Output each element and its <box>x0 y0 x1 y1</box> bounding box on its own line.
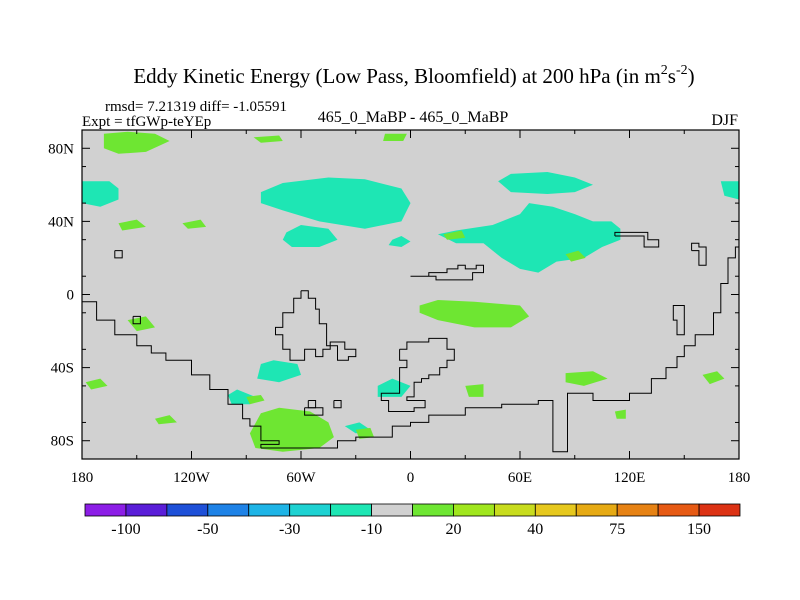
anomaly-region-28 <box>614 409 626 419</box>
anomaly-region-6 <box>498 172 593 194</box>
colorbar-box-3 <box>207 503 250 517</box>
anomaly-region-27 <box>355 427 374 439</box>
colorbar-label-4: 20 <box>445 521 461 538</box>
anomaly-region-16 <box>443 230 466 240</box>
anomaly-region-0 <box>82 181 119 207</box>
colorbar-box-13 <box>616 503 659 517</box>
colorbar-box-1 <box>125 503 168 517</box>
y-tick-label-0: 80N <box>48 141 74 157</box>
plot-background <box>82 130 739 459</box>
colorbar-label-1: -50 <box>197 521 218 538</box>
anomaly-region-8 <box>377 378 411 397</box>
colorbar-label-5: 40 <box>527 521 543 538</box>
anomaly-region-24 <box>246 395 265 405</box>
y-tick-label-2: 0 <box>67 288 75 304</box>
colorbar-box-15 <box>698 503 741 517</box>
anomaly-region-20 <box>85 378 108 390</box>
colorbar <box>84 503 741 517</box>
x-tick-label-1: 120W <box>173 470 211 486</box>
anomaly-region-17 <box>565 250 586 262</box>
anomaly-region-3 <box>282 225 338 247</box>
coastline-5 <box>614 231 660 248</box>
colorbar-box-9 <box>453 503 495 517</box>
coastline-0 <box>82 301 280 448</box>
anomaly-region-23 <box>702 371 725 385</box>
y-tick-label-4: 80S <box>51 434 74 450</box>
coastline-2 <box>275 290 357 361</box>
x-tick-label-3: 0 <box>407 470 415 486</box>
coastline-7 <box>691 242 707 266</box>
x-tick-label-0: 180 <box>71 470 94 486</box>
season-label: DJF <box>711 112 738 129</box>
chart-title: Eddy Kinetic Energy (Low Pass, Bloomfiel… <box>133 63 694 88</box>
chart-subtitle: 465_0_MaBP - 465_0_MaBP <box>318 109 509 126</box>
colorbar-label-3: -10 <box>361 521 382 538</box>
y-tick-label-3: 40S <box>51 361 74 377</box>
x-tick-label-2: 60W <box>286 470 316 486</box>
coastline-12 <box>304 407 324 416</box>
coastline-9 <box>132 315 141 325</box>
colorbar-box-8 <box>412 503 454 517</box>
colorbar-box-14 <box>657 503 700 517</box>
colorbar-box-4 <box>248 503 291 517</box>
colorbar-labels: -100 -50 -30 -10 20 40 75 150 <box>111 521 711 538</box>
colorbar-box-6 <box>330 503 372 517</box>
colorbar-label-6: 75 <box>609 521 625 538</box>
coastlines <box>82 231 739 453</box>
anomaly-regions <box>82 131 739 452</box>
anomaly-region-12 <box>253 135 283 143</box>
anomaly-region-13 <box>383 133 407 141</box>
colorbar-box-5 <box>289 503 332 517</box>
anomaly-region-25 <box>155 415 177 425</box>
y-axis: 80N 40N 0 40S 80S <box>48 129 739 460</box>
colorbar-box-11 <box>534 503 577 517</box>
anomaly-region-11 <box>103 131 170 154</box>
experiment-label: Expt = tfGWp-teYEp <box>82 114 211 130</box>
stats-line: rmsd= 7.21319 diff= -1.05591 <box>105 99 287 115</box>
anomaly-region-15 <box>182 219 207 229</box>
y-tick-label-1: 40N <box>48 214 74 230</box>
coastline-6 <box>672 305 685 336</box>
coastline-3 <box>380 337 455 412</box>
colorbar-box-12 <box>575 503 618 517</box>
anomaly-region-1 <box>720 181 739 200</box>
colorbar-box-0 <box>84 503 127 517</box>
colorbar-box-10 <box>493 503 536 517</box>
x-axis: 180 120W 60W 0 60E 120E 180 <box>71 130 751 486</box>
colorbar-label-2: -30 <box>279 521 300 538</box>
anomaly-region-22 <box>565 371 608 386</box>
anomaly-region-4 <box>388 236 411 247</box>
colorbar-label-0: -100 <box>111 521 140 538</box>
coastline-1 <box>260 246 739 453</box>
colorbar-label-7: 150 <box>687 521 711 538</box>
anomaly-region-18 <box>419 300 530 328</box>
anomaly-region-14 <box>118 219 146 231</box>
coastline-8 <box>114 250 123 259</box>
coastline-11 <box>333 400 342 409</box>
x-tick-label-5: 120E <box>614 470 646 486</box>
colorbar-box-2 <box>166 503 209 517</box>
anomaly-region-19 <box>127 316 155 332</box>
colorbar-box-7 <box>371 503 413 517</box>
anomaly-region-2 <box>260 177 411 229</box>
x-tick-label-4: 60E <box>508 470 532 486</box>
coastline-4 <box>410 264 484 281</box>
anomaly-region-7 <box>257 360 301 383</box>
anomaly-region-21 <box>465 384 484 397</box>
x-tick-label-6: 180 <box>728 470 751 486</box>
